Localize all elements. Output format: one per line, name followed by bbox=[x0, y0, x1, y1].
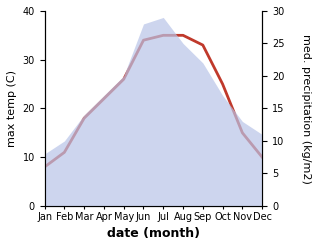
X-axis label: date (month): date (month) bbox=[107, 227, 200, 240]
Y-axis label: max temp (C): max temp (C) bbox=[7, 70, 17, 147]
Y-axis label: med. precipitation (kg/m2): med. precipitation (kg/m2) bbox=[301, 34, 311, 183]
